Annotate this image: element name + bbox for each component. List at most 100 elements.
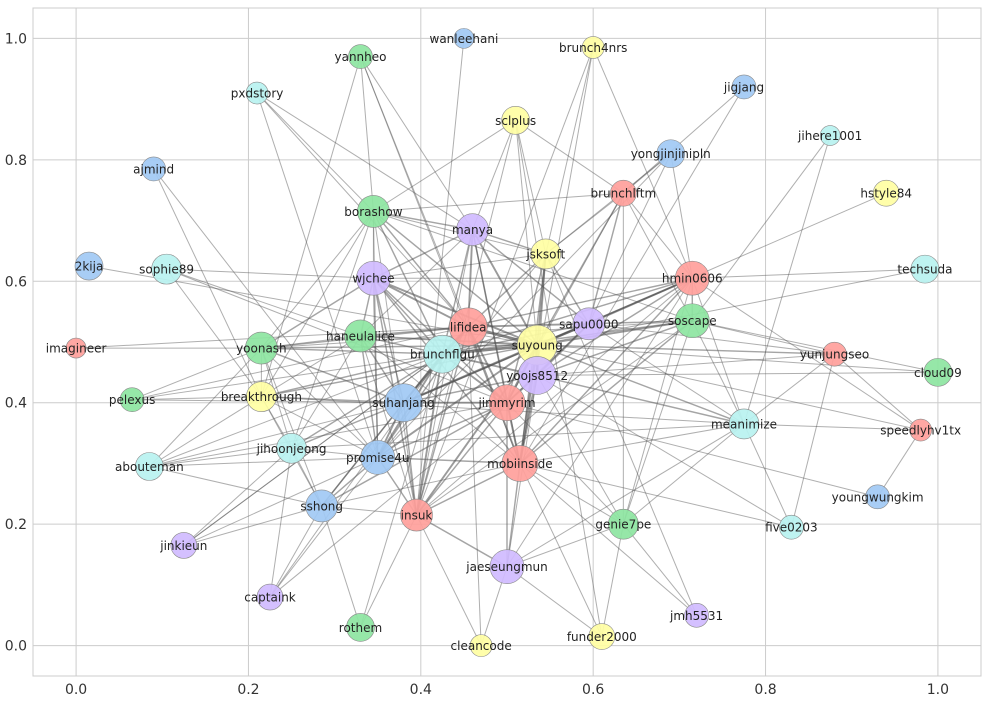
edge-insuk-rothem [360, 514, 417, 628]
edge-jimmyrim-insuk [415, 402, 508, 516]
edge-jimmyrim-sshong [321, 402, 508, 507]
edge-yoonash-sshong [260, 347, 323, 507]
node-label-mobiinside: mobiinside [487, 457, 553, 471]
node-label-yannheo: yannheo [334, 50, 386, 64]
edge-soscape-jihere1001 [691, 135, 831, 322]
edge-brunchflgu-hmin0606 [442, 277, 693, 355]
edge-yoonash-pelexus [131, 347, 262, 401]
node-brunchlftm [610, 179, 637, 207]
edge-breakthrough-abouteman [149, 396, 262, 467]
edge-manya-wjchee [373, 229, 473, 279]
edge-manya-sclplus [472, 120, 517, 230]
node-label-jmh5531: jmh5531 [669, 609, 723, 623]
node-jimmyrim [488, 384, 526, 422]
edge-suyoung-meanimize [536, 344, 745, 425]
edge-haneulalice-promise4u [359, 335, 379, 458]
y-tick-label: 0.0 [5, 639, 27, 655]
edge-promise4u-breakthrough [261, 396, 378, 458]
edge-soscape-brunchlftm [622, 192, 693, 321]
edge-jsksoft-sclplus [515, 120, 547, 255]
node-label-sclplus: sclplus [495, 114, 536, 128]
node-label-cleancode: cleancode [451, 639, 512, 653]
edge-yongjinjinipln-jsksoft [545, 153, 672, 255]
node-label-genie7pe: genie7pe [595, 518, 651, 532]
edge-haneulalice-jihoonjeong [291, 335, 361, 449]
edges [76, 38, 939, 646]
edge-jihoonjeong-captaink [269, 448, 293, 598]
edge-lifidea-hmin0606 [468, 277, 693, 328]
edge-jsksoft-brunchlftm [545, 192, 624, 255]
edge-breakthrough-sophie89 [166, 268, 262, 397]
edge-haneulalice-insuk [360, 335, 417, 516]
edge-jsksoft-wjchee [373, 253, 546, 279]
edge-jimmyrim-genie7pe [506, 402, 624, 525]
node-techsuda [910, 254, 940, 284]
node-promise4u [360, 440, 396, 475]
edge-genie7pe-jmh5531 [622, 523, 697, 616]
node-yoojs8512 [517, 356, 557, 395]
edge-mobiinside-hmin0606 [519, 277, 693, 464]
edge-brunchflgu-yoonash [261, 347, 443, 355]
node-abouteman [135, 452, 164, 481]
edge-insuk-hmin0606 [416, 277, 693, 516]
edge-borashow-jihoonjeong [291, 211, 374, 449]
node-imagineer [65, 337, 87, 359]
edge-manya-pxdstory [256, 92, 473, 231]
node-insuk [400, 498, 433, 532]
node-label-brunchlftm: brunchlftm [590, 187, 656, 201]
edge-insuk-jaeseungmun [416, 514, 508, 568]
x-tick-label: 0.0 [65, 682, 87, 698]
node-label-captaink: captaink [244, 591, 296, 605]
edge-yoojs8512-meanimize [536, 374, 745, 425]
edge-ajmind-promise4u [153, 168, 379, 458]
edge-lifidea-yannheo [360, 56, 469, 328]
node-genie7pe [608, 508, 639, 540]
node-label-sapu0000: sapu0000 [559, 317, 618, 331]
x-tick-label: 0.4 [410, 682, 432, 698]
edge-yunjungseo-five0203 [790, 354, 835, 528]
edge-mobiinside-meanimize [519, 423, 745, 464]
node-wanleehani [453, 28, 475, 49]
edge-mobiinside-genie7pe [519, 463, 624, 525]
edge-promise4u-captaink [269, 457, 379, 598]
edge-suhanjang-breakthrough [261, 395, 404, 404]
edge-insuk-borashow [372, 211, 418, 516]
edge-yoonash-abouteman [148, 347, 262, 467]
node-jigjang [731, 74, 757, 100]
node-label-wjchee: wjchee [352, 272, 394, 286]
edge-suyoung-cloud09 [537, 344, 938, 373]
edge-mobiinside-funder2000 [519, 463, 603, 637]
edge-jimmyrim-promise4u [377, 402, 508, 459]
edge-manya-mobiinside [471, 229, 521, 464]
edge-meanimize-genie7pe [623, 423, 745, 525]
node-jinkieun [170, 532, 198, 559]
edge-suyoung-breakthrough [261, 344, 538, 398]
edge-jaeseungmun-funder2000 [506, 566, 603, 637]
node-brunch4nrs [581, 36, 605, 59]
node-label-yoonash: yoonash [236, 342, 287, 356]
edge-speedlyhv1tx-youngwungkim [877, 429, 922, 498]
edge-breakthrough-ajmind [153, 168, 262, 397]
edge-hmin0606-brunchlftm [622, 192, 693, 279]
edge-manya-yannheo [360, 56, 473, 230]
edge-borashow-pxdstory [256, 92, 374, 212]
edge-sshong-abouteman [149, 466, 322, 507]
edge-sshong-jinkieun [183, 505, 322, 546]
x-tick-label: 1.0 [927, 682, 949, 698]
y-tick-label: 0.4 [5, 396, 27, 412]
node-label-jsksoft: jsksoft [525, 247, 565, 261]
edge-jigjang-mobiinside [519, 86, 745, 464]
node-label-yunjungseo: yunjungseo [800, 348, 869, 362]
edge-wjchee-promise4u [372, 278, 379, 458]
edge-borashow-sclplus [373, 119, 516, 212]
edge-pelexus-lifidea [132, 326, 469, 401]
edge-suyoung-borashow [372, 210, 538, 346]
node-2kija [74, 251, 104, 281]
node-ajmind [141, 156, 166, 182]
node-label-abouteman: abouteman [115, 460, 184, 474]
node-yongjinjinipln [656, 139, 686, 169]
edge-mobiinside-soscape [519, 320, 693, 465]
edge-cleancode-lifidea [467, 326, 482, 646]
node-label-jigjang: jigjang [723, 80, 764, 94]
